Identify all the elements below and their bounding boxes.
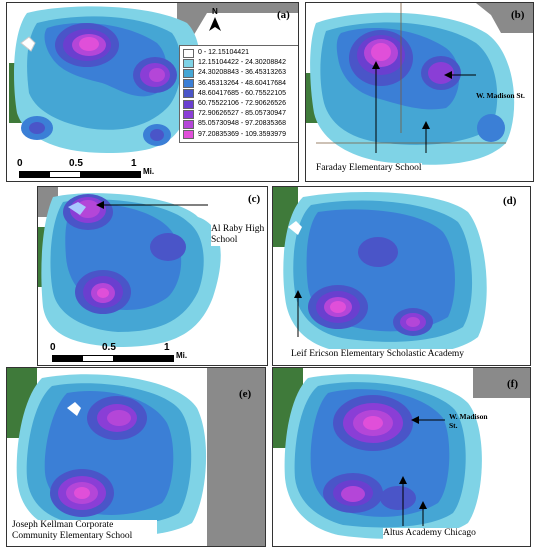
heatmap-c [38,187,267,365]
legend-swatch [183,58,194,68]
north-label: N [212,7,218,16]
map-panel-d: (d) Leif Ericson Elementary Scholastic A… [272,186,531,366]
annotation-madison-f: W. Madison St. [449,412,488,430]
annotation-leif: Leif Ericson Elementary Scholastic Acade… [291,349,465,360]
scale-bar-c [52,355,174,362]
heatmap-b [306,3,533,181]
legend-swatch [183,89,194,99]
scale-c-one: 1 [164,342,170,353]
scale-c-zero: 0 [50,342,56,353]
heatmap-d [273,187,530,365]
legend-range: 85.05730948 - 97.20835368 [198,120,286,128]
legend-row: 72.90626527 - 85.05730947 [183,109,295,119]
scale-c-unit: Mi. [176,351,188,360]
scale-bar-a [19,171,141,178]
legend-row: 24.30208843 - 36.45313263 [183,68,295,78]
legend-swatch [183,68,194,78]
legend-swatch [183,79,194,89]
legend-range: 12.15104422 - 24.30208842 [198,59,286,67]
legend: 0 - 12.15104421 12.15104422 - 24.30208842… [179,45,298,143]
legend-swatch [183,48,194,58]
map-panel-e: (e) Joseph Kellman Corporate Community E… [6,367,266,547]
annotation-faraday: Faraday Elementary School [316,163,422,174]
legend-row: 85.05730948 - 97.20835368 [183,119,295,129]
legend-row: 0 - 12.15104421 [183,48,295,58]
panel-label-b: (b) [511,9,525,21]
panel-label-c: (c) [248,193,261,205]
scale-a-one: 1 [131,158,137,169]
scale-c-half: 0.5 [102,342,116,353]
panel-label-e: (e) [239,388,252,400]
legend-row: 12.15104422 - 24.30208842 [183,58,295,68]
north-arrow-icon [209,17,221,31]
annotation-madison-b: W. Madison St. [476,91,525,100]
map-panel-c: Al Raby High School (c) 0 0.5 1 Mi. [37,186,268,366]
legend-swatch [183,119,194,129]
panel-label-a: (a) [277,9,290,21]
legend-swatch [183,130,194,140]
legend-row: 48.60417685 - 60.75522105 [183,89,295,99]
panel-label-f: (f) [507,378,518,390]
legend-range: 60.75522106 - 72.90626526 [198,100,286,108]
scale-a-unit: Mi. [143,167,155,176]
legend-range: 24.30208843 - 36.45313263 [198,69,286,77]
legend-range: 0 - 12.15104421 [198,49,249,57]
map-panel-a: N (a) 0 - 12.15104421 12.15104422 - 24.30… [6,2,299,182]
legend-swatch [183,99,194,109]
annotation-altus: Altus Academy Chicago [383,528,476,539]
scale-a-zero: 0 [17,158,23,169]
north-arrow: N [209,7,221,31]
annotation-alraby: Al Raby High School [211,224,266,246]
map-panel-f: (f) W. Madison St. Altus Academy Chicago [272,367,531,547]
legend-swatch [183,109,194,119]
legend-range: 97.20835369 - 109.3593979 [198,130,286,138]
legend-row: 97.20835369 - 109.3593979 [183,130,295,140]
legend-range: 48.60417685 - 60.75522105 [198,89,286,97]
legend-row: 36.45313264 - 48.60417684 [183,79,295,89]
legend-row: 60.75522106 - 72.90626526 [183,99,295,109]
legend-range: 72.90626527 - 85.05730947 [198,110,286,118]
heatmap-f [273,368,530,546]
legend-range: 36.45313264 - 48.60417684 [198,79,286,87]
heatmap-e [7,368,265,546]
panel-label-d: (d) [503,195,517,207]
annotation-kellman: Joseph Kellman Corporate Community Eleme… [12,520,157,542]
heatmap-a [7,3,298,181]
scale-a-half: 0.5 [69,158,83,169]
map-panel-b: (b) W. Madison St. Faraday Elementary Sc… [305,2,534,182]
